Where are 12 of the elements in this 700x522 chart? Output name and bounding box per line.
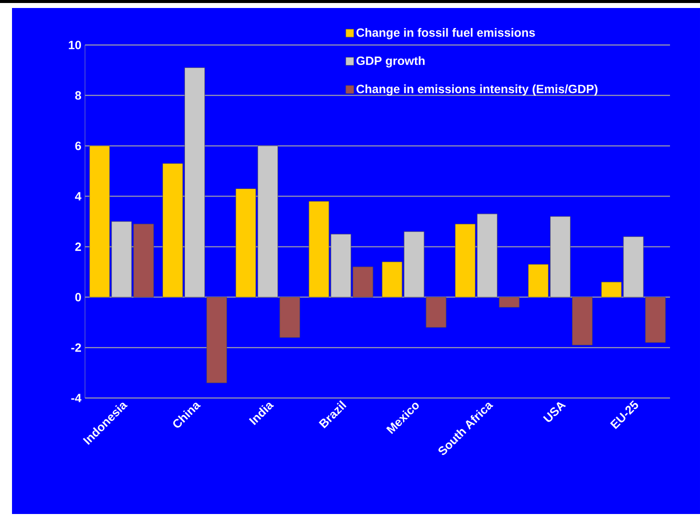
- legend-label: Change in emissions intensity (Emis/GDP): [356, 84, 598, 96]
- y-tick-label: 4: [74, 192, 82, 200]
- x-tick-label: USA: [543, 402, 566, 422]
- legend-label: Change in fossil fuel emissions: [356, 28, 535, 40]
- y-tick-label: 0: [75, 292, 81, 302]
- y-tick-label: -4: [71, 394, 82, 402]
- y-tick-label: 6: [75, 142, 82, 150]
- y-tick-label: 10: [68, 40, 81, 50]
- y-tick-label: -2: [71, 343, 81, 352]
- legend-label: GDP growth: [356, 56, 425, 68]
- y-tick-label: 2: [75, 242, 81, 251]
- y-tick-label: 8: [75, 91, 82, 100]
